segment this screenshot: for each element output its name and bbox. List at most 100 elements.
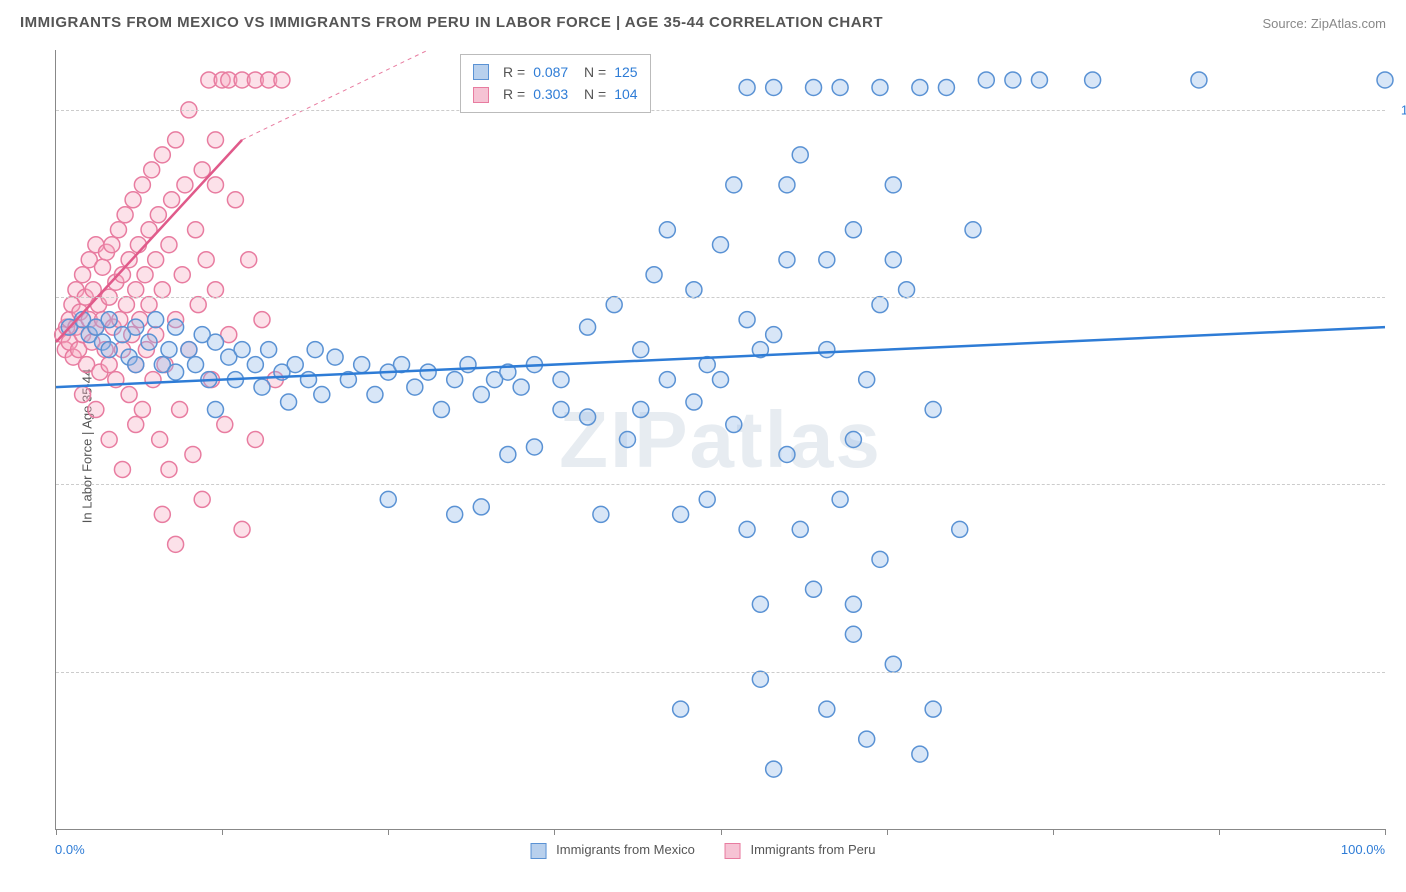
data-point bbox=[150, 207, 166, 223]
data-point bbox=[207, 177, 223, 193]
data-point bbox=[227, 192, 243, 208]
xtick bbox=[56, 829, 57, 835]
data-point bbox=[845, 432, 861, 448]
data-point bbox=[779, 177, 795, 193]
data-point bbox=[145, 372, 161, 388]
xtick bbox=[1219, 829, 1220, 835]
data-point bbox=[752, 671, 768, 687]
data-point bbox=[1377, 72, 1393, 88]
data-point bbox=[806, 79, 822, 95]
data-point bbox=[792, 147, 808, 163]
data-point bbox=[726, 417, 742, 433]
data-point bbox=[128, 282, 144, 298]
data-point bbox=[1191, 72, 1207, 88]
data-point bbox=[1031, 72, 1047, 88]
data-point bbox=[460, 357, 476, 373]
chart-title: IMMIGRANTS FROM MEXICO VS IMMIGRANTS FRO… bbox=[20, 14, 883, 31]
data-point bbox=[952, 521, 968, 537]
data-point bbox=[101, 432, 117, 448]
data-point bbox=[114, 461, 130, 477]
data-point bbox=[845, 626, 861, 642]
data-point bbox=[168, 132, 184, 148]
data-point bbox=[137, 267, 153, 283]
legend-swatch-peru bbox=[725, 843, 741, 859]
data-point bbox=[354, 357, 370, 373]
data-point bbox=[174, 267, 190, 283]
trend-line bbox=[242, 50, 428, 140]
source-attribution: Source: ZipAtlas.com bbox=[1262, 16, 1386, 31]
data-point bbox=[121, 252, 137, 268]
data-point bbox=[859, 731, 875, 747]
data-point bbox=[779, 446, 795, 462]
data-point bbox=[141, 334, 157, 350]
data-point bbox=[606, 297, 622, 313]
data-point bbox=[75, 387, 91, 403]
data-point bbox=[1005, 72, 1021, 88]
data-point bbox=[1085, 72, 1101, 88]
data-point bbox=[154, 147, 170, 163]
data-point bbox=[207, 334, 223, 350]
data-point bbox=[659, 372, 675, 388]
data-point bbox=[819, 342, 835, 358]
stats-legend-box: R = 0.087 N = 125 R = 0.303 N = 104 bbox=[460, 54, 651, 113]
data-point bbox=[553, 372, 569, 388]
data-point bbox=[832, 79, 848, 95]
data-point bbox=[580, 319, 596, 335]
data-point bbox=[148, 252, 164, 268]
stats-row-mexico: R = 0.087 N = 125 bbox=[473, 61, 638, 83]
data-point bbox=[164, 192, 180, 208]
stats-row-peru: R = 0.303 N = 104 bbox=[473, 83, 638, 105]
data-point bbox=[553, 402, 569, 418]
data-point bbox=[766, 79, 782, 95]
data-point bbox=[912, 79, 928, 95]
plot-area: ZIPatlas 62.5%75.0%87.5%100.0% bbox=[55, 50, 1385, 830]
data-point bbox=[185, 446, 201, 462]
r-value-mexico: 0.087 bbox=[533, 61, 568, 83]
stats-swatch-peru bbox=[473, 87, 489, 103]
data-point bbox=[819, 701, 835, 717]
ytick-label: 75.0% bbox=[1390, 477, 1406, 492]
data-point bbox=[912, 746, 928, 762]
gridline bbox=[56, 672, 1385, 673]
data-point bbox=[447, 506, 463, 522]
data-point bbox=[925, 402, 941, 418]
gridline bbox=[56, 110, 1385, 111]
data-point bbox=[766, 327, 782, 343]
data-point bbox=[241, 252, 257, 268]
data-point bbox=[845, 222, 861, 238]
data-point bbox=[301, 372, 317, 388]
data-point bbox=[104, 237, 120, 253]
data-point bbox=[633, 402, 649, 418]
data-point bbox=[899, 282, 915, 298]
data-point bbox=[254, 312, 270, 328]
legend-swatch-mexico bbox=[531, 843, 547, 859]
data-point bbox=[686, 394, 702, 410]
data-point bbox=[500, 446, 516, 462]
data-point bbox=[207, 282, 223, 298]
n-value-peru: 104 bbox=[614, 83, 637, 105]
data-point bbox=[526, 439, 542, 455]
data-point bbox=[234, 342, 250, 358]
data-point bbox=[168, 536, 184, 552]
data-point bbox=[177, 177, 193, 193]
xtick bbox=[222, 829, 223, 835]
data-point bbox=[161, 237, 177, 253]
data-point bbox=[128, 319, 144, 335]
data-point bbox=[420, 364, 436, 380]
data-point bbox=[699, 491, 715, 507]
data-point bbox=[188, 222, 204, 238]
data-point bbox=[938, 79, 954, 95]
data-point bbox=[168, 319, 184, 335]
data-point bbox=[134, 402, 150, 418]
data-point bbox=[593, 506, 609, 522]
data-point bbox=[819, 252, 835, 268]
data-point bbox=[281, 394, 297, 410]
data-point bbox=[619, 432, 635, 448]
data-point bbox=[101, 312, 117, 328]
data-point bbox=[217, 417, 233, 433]
data-point bbox=[134, 177, 150, 193]
data-point bbox=[234, 521, 250, 537]
data-point bbox=[287, 357, 303, 373]
data-point bbox=[978, 72, 994, 88]
xtick bbox=[388, 829, 389, 835]
